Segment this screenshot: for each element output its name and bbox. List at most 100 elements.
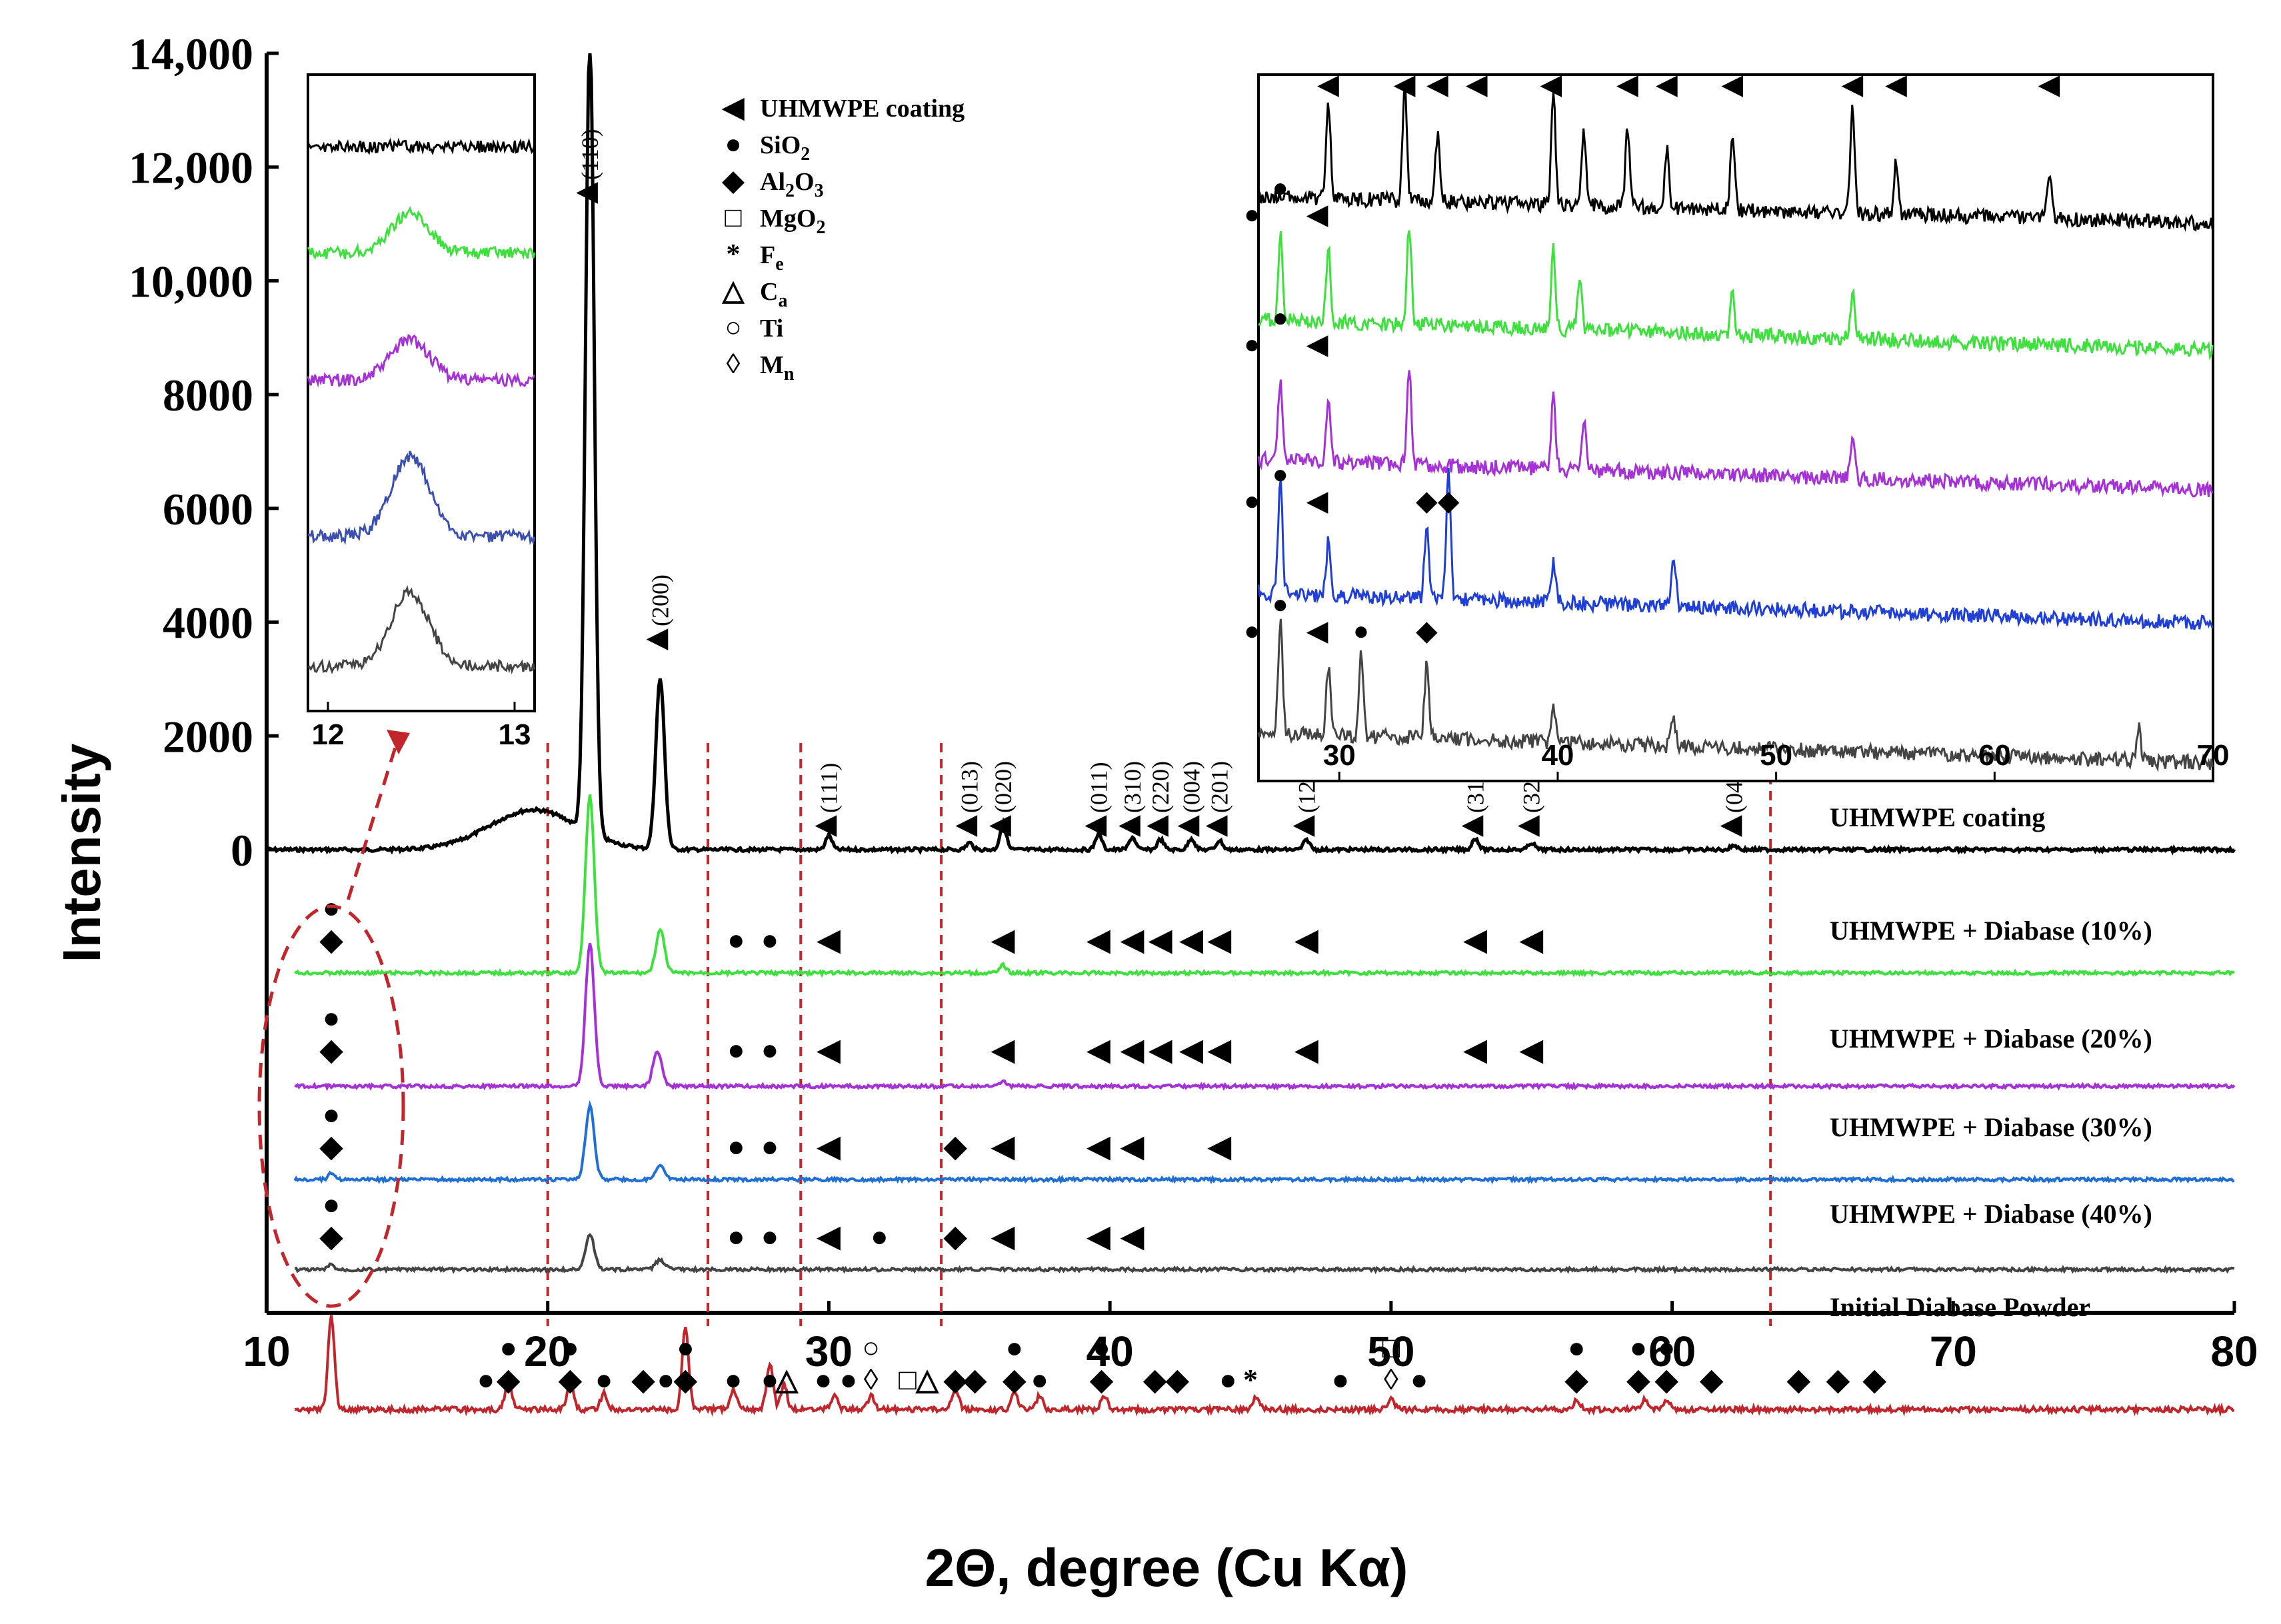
peak-marker: ● bbox=[761, 1363, 779, 1396]
hkl-marker: ◀ bbox=[1177, 809, 1200, 839]
inset-low-tick-label: 12 bbox=[312, 718, 345, 751]
legend-symbol: * bbox=[727, 239, 741, 270]
series-trace bbox=[293, 1100, 2235, 1185]
inset-low-trace bbox=[307, 585, 536, 675]
peak-marker: ◊ bbox=[1384, 1363, 1398, 1396]
peak-marker: ◀ bbox=[1086, 1220, 1111, 1253]
inset-high-marker: ● bbox=[1272, 303, 1288, 333]
inset-low-trace bbox=[307, 205, 536, 261]
inset-high-marker: ◀ bbox=[1306, 329, 1328, 359]
inset-low-angle-frame bbox=[307, 73, 536, 712]
hkl-label: (111) bbox=[815, 763, 842, 813]
peak-marker: ◆ bbox=[1165, 1363, 1189, 1396]
peak-marker: ◆ bbox=[673, 1363, 697, 1396]
peak-marker: ○ bbox=[862, 1331, 880, 1364]
inset-high-marker: ◀ bbox=[1306, 486, 1328, 516]
inset-high-marker: ◀ bbox=[1841, 69, 1864, 99]
y-tick-label: 12,000 bbox=[129, 143, 253, 193]
peak-marker: ◀ bbox=[1462, 924, 1487, 956]
inset-high-marker: ● bbox=[1244, 616, 1260, 646]
legend-label: Ti bbox=[760, 315, 783, 343]
peak-marker: ◀ bbox=[1207, 924, 1232, 956]
hkl-label: (004) bbox=[1178, 761, 1204, 813]
peak-marker: ◆ bbox=[631, 1363, 655, 1396]
highlight-ellipse bbox=[257, 904, 405, 1308]
series-trace bbox=[266, 53, 2236, 856]
y-tick-label: 2000 bbox=[163, 711, 253, 762]
peak-marker: ● bbox=[657, 1363, 675, 1396]
peak-marker: ◀ bbox=[1148, 1034, 1172, 1066]
hkl-label: (201) bbox=[1206, 761, 1233, 813]
hkl-marker: ◀ bbox=[1118, 809, 1140, 839]
peak-marker: ◆ bbox=[497, 1363, 521, 1396]
hkl-marker: ◀ bbox=[1720, 809, 1742, 839]
y-tick-label: 4000 bbox=[163, 598, 253, 648]
inset-high-marker: ● bbox=[1272, 173, 1288, 203]
hkl-label: (200) bbox=[647, 574, 673, 626]
peak-marker: ● bbox=[323, 1098, 341, 1131]
peak-marker: ● bbox=[1410, 1363, 1428, 1396]
series-trace bbox=[294, 794, 2236, 978]
legend-symbol: ◆ bbox=[722, 166, 745, 197]
hkl-marker: ◀ bbox=[815, 809, 837, 839]
peak-marker: ● bbox=[323, 1002, 341, 1034]
peak-marker: ● bbox=[1005, 1331, 1023, 1364]
peak-marker: ◆ bbox=[1826, 1363, 1850, 1396]
legend-label: Al2O3 bbox=[760, 168, 824, 201]
peak-marker: ◀ bbox=[1120, 1220, 1144, 1253]
hkl-marker: ◀ bbox=[1517, 809, 1540, 839]
inset-high-trace bbox=[1257, 618, 2214, 772]
peak-marker: ◀ bbox=[1294, 1034, 1318, 1066]
inset-low-trace bbox=[307, 137, 536, 156]
peak-marker: ● bbox=[761, 1034, 779, 1066]
peak-marker: ◀ bbox=[991, 1034, 1015, 1066]
inset-high-marker: ◀ bbox=[1316, 69, 1339, 99]
hkl-marker: ◀ bbox=[1085, 809, 1107, 839]
peak-marker: ● bbox=[761, 924, 779, 956]
peak-marker: ● bbox=[1031, 1363, 1049, 1396]
peak-marker: ◆ bbox=[319, 1130, 343, 1163]
hkl-marker: ◀ bbox=[989, 809, 1012, 839]
inset-high-marker: ◀ bbox=[1884, 69, 1907, 99]
y-tick-label: 8000 bbox=[163, 370, 253, 420]
peak-marker: ● bbox=[1219, 1363, 1237, 1396]
inset-low-trace bbox=[307, 333, 536, 389]
peak-marker: ◆ bbox=[319, 1034, 343, 1066]
peak-marker: ◆ bbox=[1003, 1363, 1027, 1396]
legend-label: Mn bbox=[760, 351, 795, 385]
inset-high-marker: ● bbox=[1272, 589, 1288, 619]
inset-high-marker: ◆ bbox=[1416, 486, 1438, 516]
peak-marker: ◆ bbox=[943, 1220, 967, 1253]
legend-symbol: □ bbox=[725, 203, 742, 233]
inset-high-tick-label: 30 bbox=[1323, 739, 1356, 772]
peak-marker: ● bbox=[727, 1220, 745, 1253]
peak-marker: ● bbox=[323, 1188, 341, 1221]
peak-marker: ◀ bbox=[1519, 1034, 1544, 1066]
peak-marker: ◆ bbox=[1700, 1363, 1724, 1396]
x-tick-label: 20 bbox=[524, 1327, 571, 1375]
peak-marker: ● bbox=[761, 1220, 779, 1253]
peak-marker: ◆ bbox=[1654, 1363, 1678, 1396]
peak-marker: ● bbox=[727, 1034, 745, 1066]
inset-high-trace bbox=[1257, 370, 2214, 498]
peak-marker: ● bbox=[815, 1363, 833, 1396]
peak-marker: ● bbox=[561, 1331, 579, 1364]
series-trace bbox=[295, 1315, 2235, 1417]
peak-marker: ◆ bbox=[963, 1363, 987, 1396]
inset-low-trace bbox=[307, 450, 536, 545]
peak-marker: ● bbox=[477, 1363, 495, 1396]
peak-marker: ● bbox=[871, 1220, 889, 1253]
inset-high-marker: ● bbox=[1244, 329, 1260, 359]
inset-high-tick-label: 50 bbox=[1760, 739, 1792, 772]
peak-marker: ● bbox=[761, 1130, 779, 1163]
peak-marker: ◆ bbox=[1626, 1363, 1650, 1396]
peak-marker: □ bbox=[899, 1363, 917, 1396]
peak-marker: ● bbox=[1568, 1331, 1586, 1364]
legend-label: Ca bbox=[760, 278, 787, 311]
legend-symbol: ◀ bbox=[721, 93, 745, 123]
peak-marker: ◆ bbox=[943, 1130, 967, 1163]
y-tick-label: 0 bbox=[231, 825, 253, 876]
peak-marker: ◆ bbox=[1090, 1363, 1114, 1396]
x-tick-label: 50 bbox=[1367, 1327, 1414, 1375]
hkl-label: (220) bbox=[1147, 761, 1174, 813]
